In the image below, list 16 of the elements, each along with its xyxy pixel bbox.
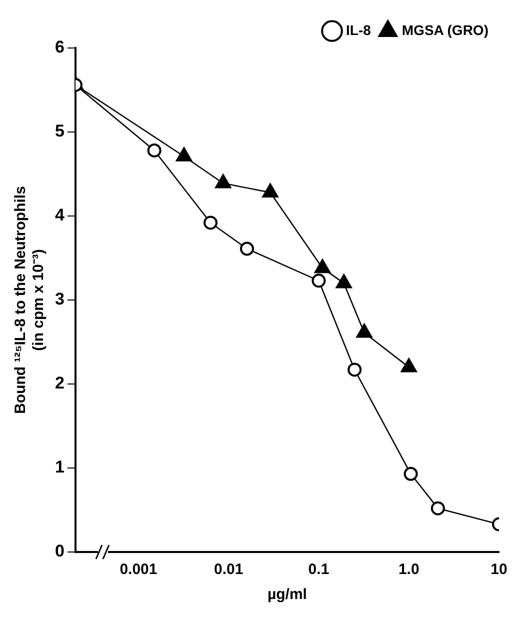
y-tick-label: 5: [54, 122, 64, 141]
legend-label: MGSA (GRO): [402, 22, 488, 38]
x-tick-label: 0.01: [214, 561, 244, 578]
y-tick-label: 0: [54, 542, 64, 561]
x-axis-title: µg/ml: [267, 586, 307, 604]
y-tick-label: 6: [54, 38, 64, 57]
y-tick-label: 4: [54, 206, 65, 225]
y-tick-label: 1: [54, 458, 64, 477]
x-tick-label: 10: [490, 561, 508, 578]
x-tick-label: 0.001: [120, 561, 158, 578]
y-tick-label: 3: [54, 290, 64, 309]
y-tick-label: 2: [54, 374, 64, 393]
legend-label: IL-8: [346, 22, 372, 38]
x-tick-label: 0.1: [308, 561, 330, 578]
x-tick-label: 1.0: [398, 561, 420, 578]
y-axis-title: Bound ¹²⁵IL-8 to the Neutrophils (in cpm x 10⁻³): [12, 186, 48, 414]
